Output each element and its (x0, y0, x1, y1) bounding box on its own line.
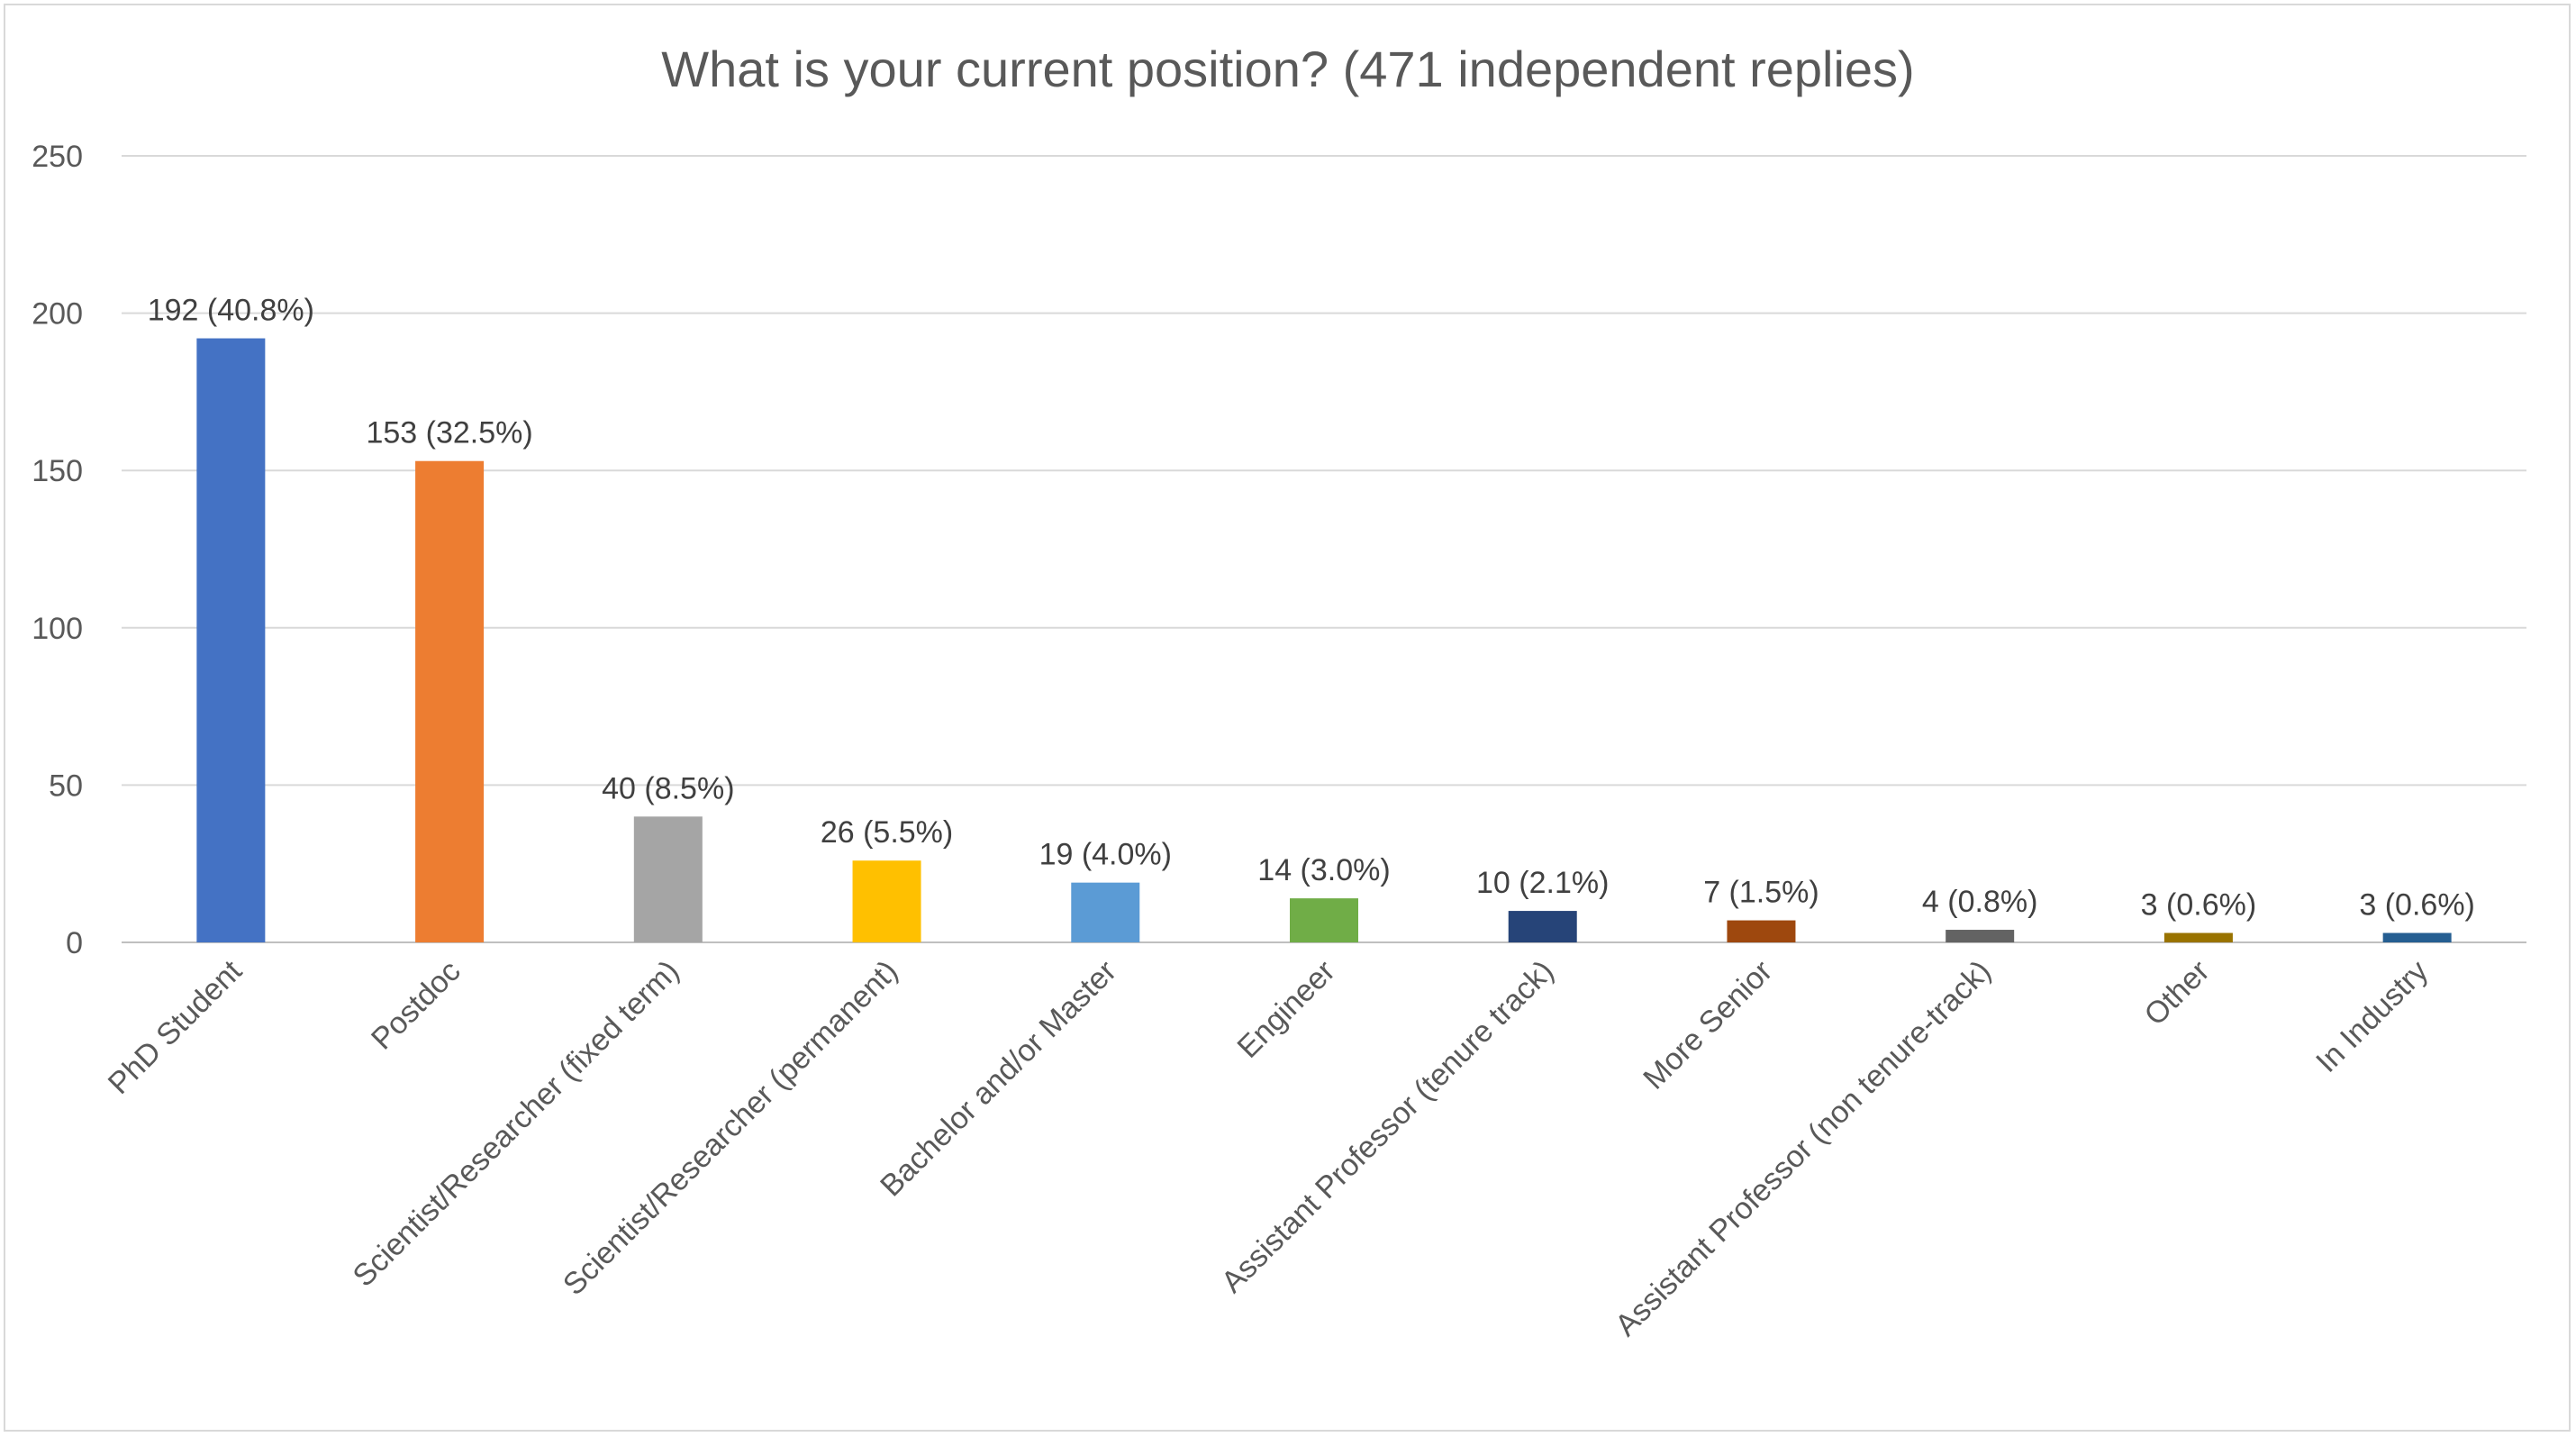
data-label: 3 (0.6%) (2359, 888, 2475, 923)
x-tick-label: Other (2138, 954, 2217, 1032)
bar (1508, 911, 1577, 942)
bar (1290, 898, 1358, 942)
y-axis-ticks: 0 50 100 150 200 250 (32, 140, 83, 960)
bar (1727, 920, 1796, 942)
data-label: 40 (8.5%) (602, 771, 734, 805)
data-label: 192 (40.8%) (148, 294, 314, 328)
data-label: 153 (32.5%) (366, 416, 532, 450)
bar (1071, 882, 1140, 942)
y-tick-label: 50 (49, 769, 83, 803)
data-labels: 192 (40.8%) 153 (32.5%) 40 (8.5%) 26 (5.5%)… (148, 294, 2475, 923)
data-label: 14 (3.0%) (1257, 853, 1390, 887)
x-tick-label: PhD Student (102, 953, 249, 1101)
bar (2163, 932, 2233, 942)
data-label: 3 (0.6%) (2141, 888, 2257, 923)
data-label: 4 (0.8%) (1922, 885, 2038, 919)
bar (1946, 930, 2015, 942)
x-tick-label: Engineer (1231, 954, 1342, 1065)
bars (196, 338, 2452, 942)
x-tick-label: More Senior (1637, 954, 1779, 1096)
data-label: 10 (2.1%) (1476, 866, 1609, 900)
data-label: 26 (5.5%) (821, 815, 953, 850)
bar (852, 860, 921, 942)
x-tick-label: In Industry (2309, 954, 2435, 1079)
x-tick-label: Assistant Professor (non tenure-track) (1609, 954, 1998, 1343)
chart-title: What is your current position? (471 inde… (661, 41, 1914, 97)
bar (633, 816, 703, 942)
bar (415, 460, 485, 942)
y-tick-label: 0 (66, 926, 83, 960)
y-tick-label: 250 (32, 140, 83, 174)
bar (196, 338, 266, 942)
data-label: 7 (1.5%) (1703, 876, 1819, 910)
gridlines (122, 155, 2526, 943)
x-tick-label: Postdoc (365, 954, 467, 1057)
y-tick-label: 150 (32, 454, 83, 488)
x-tick-label: Bachelor and/or Master (874, 954, 1123, 1204)
y-tick-label: 100 (32, 612, 83, 646)
bar (2382, 932, 2452, 942)
data-label: 19 (4.0%) (1039, 838, 1172, 872)
y-tick-label: 200 (32, 297, 83, 332)
